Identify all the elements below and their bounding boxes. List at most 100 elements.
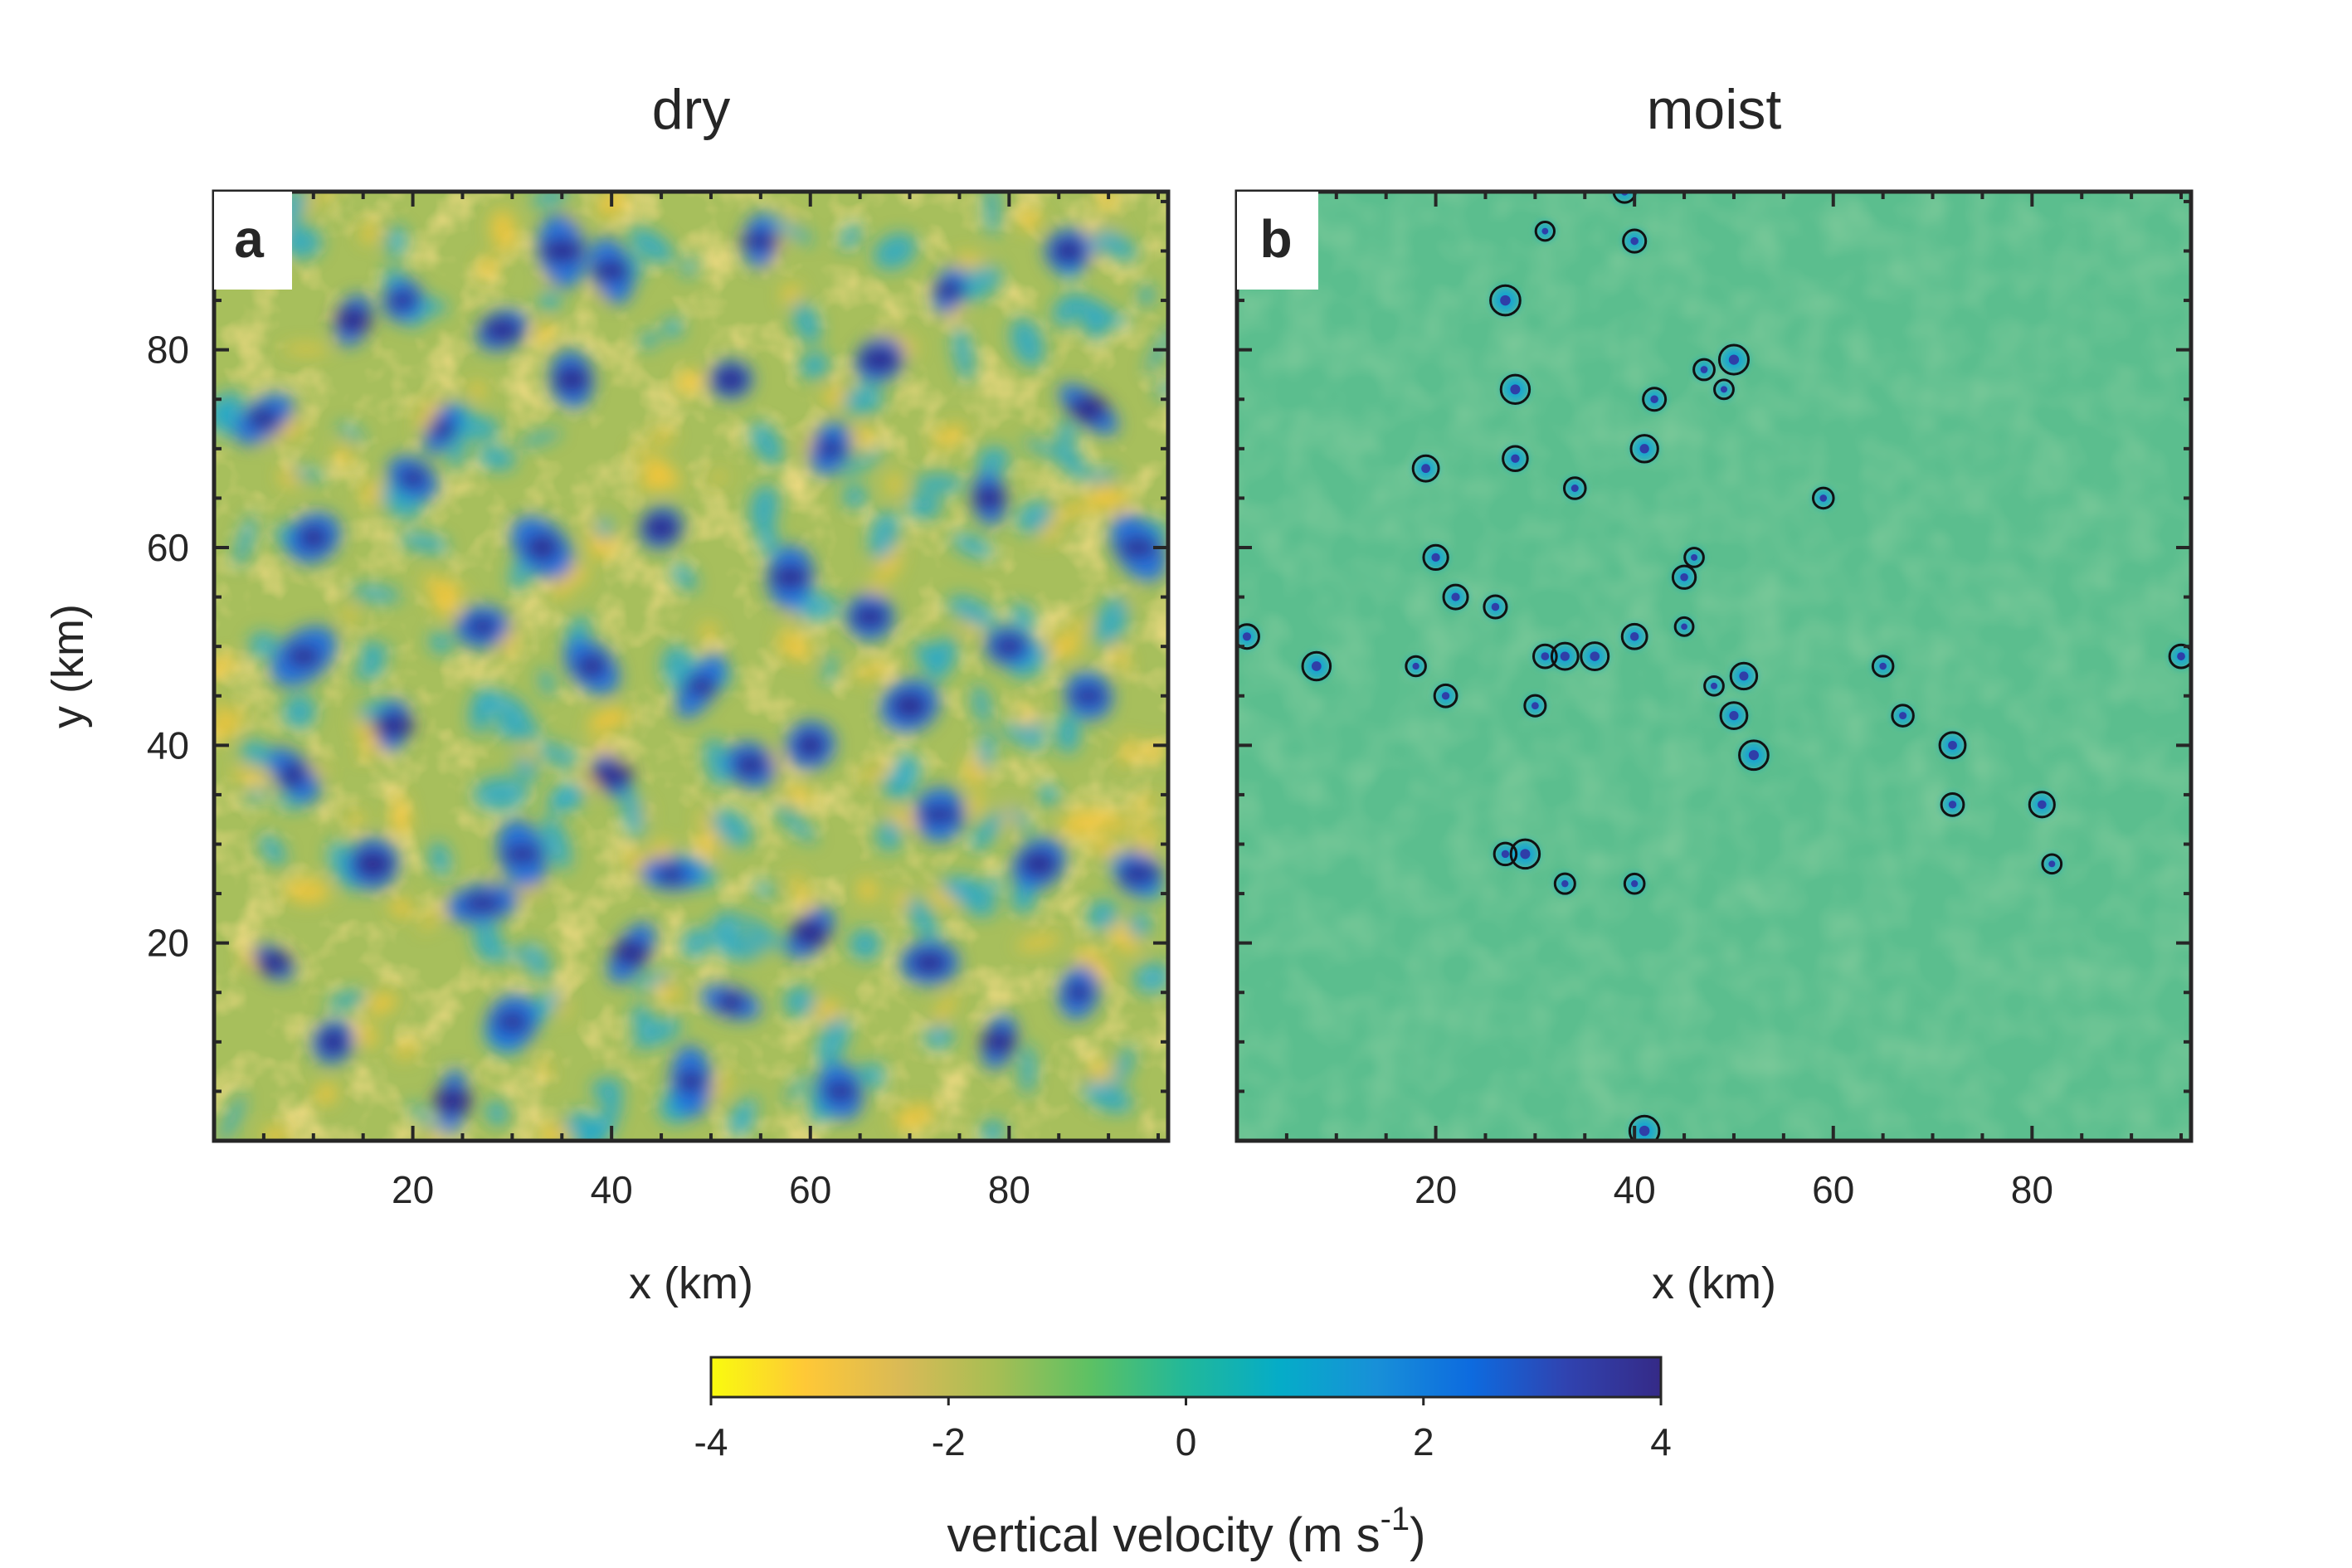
- weak-updraft: [785, 1073, 810, 1104]
- downdraft-streak: [692, 836, 718, 864]
- cell-core: [1630, 236, 1639, 246]
- cell-contour: [1642, 387, 1668, 412]
- updraft-core-center: [553, 365, 590, 394]
- updraft-core-center: [1052, 237, 1086, 265]
- colorbar-tick-label: 0: [1176, 1420, 1197, 1463]
- downdraft-streak: [539, 1057, 552, 1081]
- weak-updraft: [538, 291, 562, 310]
- cell-contour: [1811, 486, 1835, 510]
- weak-updraft: [337, 423, 365, 441]
- cell-contour: [1938, 731, 1967, 760]
- downdraft-streak: [700, 622, 718, 641]
- updraft-core-center: [795, 731, 826, 760]
- cell-core: [1520, 849, 1531, 859]
- cell-core: [1631, 880, 1639, 888]
- weak-updraft: [282, 694, 316, 730]
- weak-updraft: [513, 755, 538, 782]
- weak-updraft: [220, 1093, 246, 1141]
- cell-contour: [1719, 701, 1749, 730]
- updraft-core-center: [859, 346, 901, 373]
- weak-updraft: [952, 533, 994, 559]
- cell-contour: [1489, 284, 1522, 317]
- downdraft-streak: [931, 991, 957, 1030]
- updraft-core-center: [1118, 537, 1158, 558]
- weak-updraft: [1038, 784, 1059, 806]
- weak-updraft: [842, 384, 884, 415]
- cell-core: [1650, 395, 1658, 403]
- updraft-core-center: [432, 1086, 473, 1116]
- weak-updraft: [764, 213, 814, 244]
- downdraft-streak: [355, 1024, 377, 1048]
- cell-core: [1748, 750, 1759, 761]
- cell-contour: [1422, 543, 1449, 572]
- weak-updraft: [429, 631, 452, 655]
- cell-contour: [2028, 791, 2056, 819]
- downdraft-streak: [588, 710, 630, 730]
- weak-updraft: [1054, 442, 1087, 480]
- updraft-core-center: [1070, 686, 1107, 705]
- cell-contour: [1692, 358, 1716, 382]
- cell-contour: [1629, 434, 1659, 464]
- updraft-core-center: [791, 918, 830, 948]
- downdraft-streak: [1046, 632, 1082, 659]
- updraft-core-center: [733, 753, 768, 777]
- panel-title-moist: moist: [1647, 78, 1782, 141]
- weak-updraft: [640, 331, 659, 348]
- updraft-core-center: [576, 654, 607, 679]
- downdraft-streak: [391, 811, 412, 834]
- plot-frame: [1234, 189, 2194, 1143]
- weak-updraft: [977, 730, 996, 772]
- weak-updraft: [840, 223, 862, 250]
- updraft-core-center: [1069, 395, 1108, 424]
- cell-contour: [1509, 838, 1541, 870]
- updraft-core-center: [676, 1070, 706, 1093]
- weak-updraft: [939, 876, 968, 899]
- cell-contour: [1620, 622, 1648, 650]
- updraft-core-center: [372, 713, 415, 738]
- cell-contour: [1553, 872, 1576, 895]
- downdraft-streak: [415, 398, 442, 431]
- updraft-core-center: [851, 605, 889, 629]
- cell-contour: [1499, 373, 1531, 406]
- cell-core: [1639, 1125, 1650, 1137]
- x-tick-label: 60: [1812, 1168, 1854, 1211]
- weak-updraft: [843, 485, 867, 509]
- updraft-core-center: [933, 280, 966, 300]
- weak-updraft: [783, 986, 816, 1017]
- weak-updraft: [749, 485, 779, 532]
- weak-updraft: [603, 1098, 623, 1118]
- downdraft-streak: [675, 369, 706, 393]
- colorbar-label-suffix: ): [1410, 1508, 1425, 1562]
- updraft-core-center: [612, 939, 650, 967]
- downdraft-streak: [1016, 934, 1061, 951]
- weak-updraft: [926, 636, 957, 682]
- weak-updraft: [976, 446, 1010, 474]
- weak-updraft: [399, 532, 450, 553]
- weak-updraft: [418, 297, 447, 315]
- moist-cell-contours: [1237, 192, 2191, 1141]
- weak-updraft: [632, 971, 672, 991]
- weak-updraft: [592, 1078, 624, 1103]
- updraft-core-center: [643, 514, 680, 542]
- weak-updraft: [985, 192, 1000, 237]
- cell-contour: [2041, 853, 2063, 875]
- weak-updraft: [1016, 500, 1054, 534]
- weak-updraft: [750, 421, 783, 465]
- weak-updraft: [710, 809, 752, 847]
- cell-contour: [1717, 343, 1750, 376]
- updraft-core-center: [918, 805, 962, 824]
- cell-contour: [1502, 445, 1529, 473]
- weak-updraft: [469, 689, 493, 734]
- updraft-core-center: [657, 864, 685, 884]
- weak-updraft: [704, 737, 729, 787]
- downdraft-streak: [551, 574, 572, 598]
- cell-core: [1729, 711, 1739, 721]
- updraft-core-center: [524, 533, 559, 562]
- downdraft-streak: [1051, 500, 1093, 520]
- weak-updraft: [1010, 886, 1036, 913]
- cell-contour: [1534, 221, 1556, 242]
- cell-core: [1720, 386, 1727, 393]
- weak-updraft: [1022, 439, 1064, 459]
- cell-contour: [1483, 594, 1508, 620]
- y-tick-label: 40: [147, 723, 189, 767]
